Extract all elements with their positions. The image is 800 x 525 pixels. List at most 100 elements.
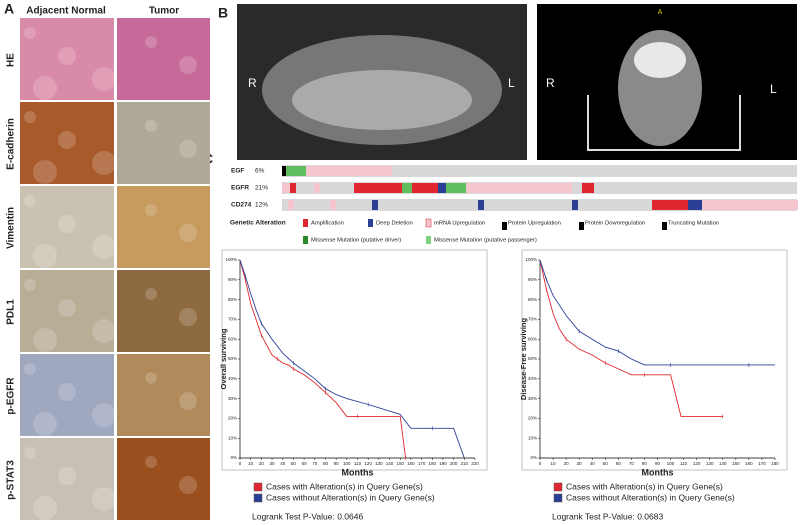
x-axis-label: Months — [342, 467, 374, 477]
legend-swatch — [426, 236, 431, 244]
texture — [92, 487, 116, 511]
alteration — [372, 200, 378, 210]
alteration — [582, 183, 594, 193]
row-label: p-EGFR — [6, 377, 17, 415]
y-tick-label: 0% — [530, 455, 537, 460]
x-tick-label: 100 — [343, 461, 351, 466]
x-tick-label: 80 — [323, 461, 329, 466]
y-tick-label: 30% — [528, 396, 537, 401]
texture — [179, 476, 197, 494]
x-tick-label: 10 — [551, 461, 557, 466]
gene-label: CD274 — [231, 202, 252, 209]
x-tick-label: 0 — [239, 461, 242, 466]
y-tick-label: 100% — [525, 257, 537, 262]
survival-curve — [239, 259, 407, 459]
legend-swatch — [579, 222, 584, 230]
texture — [179, 392, 197, 410]
panel-label: A — [4, 1, 14, 17]
y-axis-label: Disease-Free surviving — [519, 318, 528, 401]
legend-label: mRNA Upregulation — [434, 221, 485, 227]
texture — [179, 56, 197, 74]
texture — [145, 372, 157, 384]
x-tick-label: 110 — [680, 461, 688, 466]
alteration — [290, 183, 296, 193]
legend-swatch — [368, 219, 373, 227]
y-tick-label: 90% — [228, 277, 237, 282]
texture — [145, 120, 157, 132]
alteration — [446, 183, 466, 193]
texture — [58, 131, 76, 149]
x-tick-label: 180 — [771, 461, 779, 466]
gene-percent: 21% — [255, 185, 268, 192]
x-tick-label: 170 — [758, 461, 766, 466]
legend-label: Cases with Alteration(s) in Query Gene(s… — [566, 481, 723, 491]
logrank-note: Logrank Test P-Value: 0.0683 — [552, 511, 663, 521]
y-axis-label: Overall surviving — [219, 328, 228, 389]
y-tick-label: 10% — [228, 435, 237, 440]
image-label: L — [770, 82, 777, 96]
x-tick-label: 130 — [375, 461, 383, 466]
image-label: A — [658, 9, 663, 16]
x-tick-label: 90 — [334, 461, 340, 466]
x-tick-label: 170 — [418, 461, 426, 466]
texture — [24, 447, 36, 459]
y-tick-label: 90% — [528, 277, 537, 282]
image-label: R — [248, 76, 257, 90]
alteration — [478, 200, 484, 210]
histology-image — [20, 438, 114, 520]
texture — [92, 67, 116, 91]
x-tick-label: 210 — [461, 461, 469, 466]
legend-label: Missense Mutation (putative driver) — [311, 238, 401, 244]
gene-percent: 12% — [255, 202, 268, 209]
alteration — [402, 183, 412, 193]
x-tick-label: 30 — [270, 461, 276, 466]
x-tick-label: 120 — [364, 461, 372, 466]
legend-label: Truncating Mutation — [668, 221, 719, 227]
x-tick-label: 70 — [312, 461, 318, 466]
texture — [33, 412, 57, 436]
legend-label: Deep Deletion — [376, 221, 413, 227]
row-label: PDL1 — [6, 299, 17, 325]
gene-percent: 6% — [255, 168, 265, 175]
texture — [24, 363, 36, 375]
histology-image — [117, 102, 210, 184]
column-label: Tumor — [149, 6, 179, 17]
histology-image — [20, 186, 114, 268]
texture — [24, 27, 36, 39]
alteration — [702, 200, 798, 210]
x-tick-label: 20 — [259, 461, 265, 466]
x-tick-label: 200 — [450, 461, 458, 466]
legend-swatch — [425, 218, 432, 228]
histology-image — [117, 270, 210, 352]
legend-swatch — [253, 482, 263, 492]
histology-image — [117, 186, 210, 268]
gene-label: EGF — [231, 168, 244, 175]
y-tick-label: 0% — [230, 455, 237, 460]
alteration — [282, 183, 290, 193]
y-tick-label: 20% — [228, 416, 237, 421]
x-tick-label: 160 — [745, 461, 753, 466]
texture — [179, 308, 197, 326]
x-tick-label: 80 — [642, 461, 648, 466]
texture — [92, 319, 116, 343]
x-tick-label: 220 — [471, 461, 479, 466]
texture — [179, 224, 197, 242]
y-tick-label: 40% — [528, 376, 537, 381]
texture — [58, 467, 76, 485]
alteration — [282, 166, 286, 176]
y-tick-label: 30% — [228, 396, 237, 401]
texture — [145, 288, 157, 300]
legend-label: Protein Downregulation — [585, 221, 645, 227]
y-tick-label: 10% — [528, 435, 537, 440]
legend-label: Cases with Alteration(s) in Query Gene(s… — [266, 481, 423, 491]
row-label: HE — [6, 53, 17, 67]
legend-swatch — [253, 493, 263, 503]
texture — [92, 235, 116, 259]
legend-label: Protein Upregulation — [508, 221, 561, 227]
ct-bone — [634, 42, 686, 78]
alteration — [314, 183, 320, 193]
texture — [58, 47, 76, 65]
alteration — [438, 183, 446, 193]
y-tick-label: 70% — [528, 317, 537, 322]
